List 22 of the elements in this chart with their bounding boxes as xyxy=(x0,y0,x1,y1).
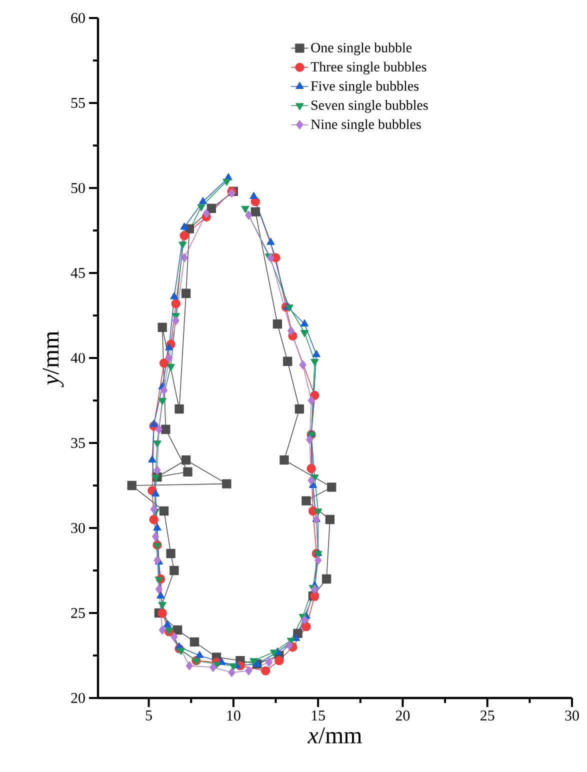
legend-label: One single bubble xyxy=(311,42,412,56)
legend-label: Seven single bubbles xyxy=(312,100,428,113)
x-tick-label: 10 xyxy=(227,710,240,721)
x-tick-label: 20 xyxy=(396,710,410,721)
x-tick-label: 25 xyxy=(480,710,494,721)
x-tick-label: 15 xyxy=(312,710,325,721)
legend-label: Three single bubbles xyxy=(310,62,426,74)
y-tick-label: 40 xyxy=(70,352,85,364)
y-axis-title: y/mm xyxy=(42,331,64,388)
y-tick-label: 35 xyxy=(71,438,85,448)
y-tick-label: 45 xyxy=(70,268,85,278)
legend-label: Five single bubbles xyxy=(310,80,419,94)
y-tick-label: 55 xyxy=(71,98,85,108)
x-tick-label: 30 xyxy=(565,710,579,721)
y-tick-label: 25 xyxy=(71,608,85,618)
y-tick-label: 30 xyxy=(71,522,85,534)
x-axis-title: x/mm xyxy=(307,727,362,744)
legend-label: Nine single bubbles xyxy=(310,119,421,132)
y-tick-label: 60 xyxy=(71,12,85,24)
y-tick-label: 20 xyxy=(71,692,85,704)
y-tick-label: 50 xyxy=(71,182,85,194)
x-tick-label: 5 xyxy=(146,710,152,720)
